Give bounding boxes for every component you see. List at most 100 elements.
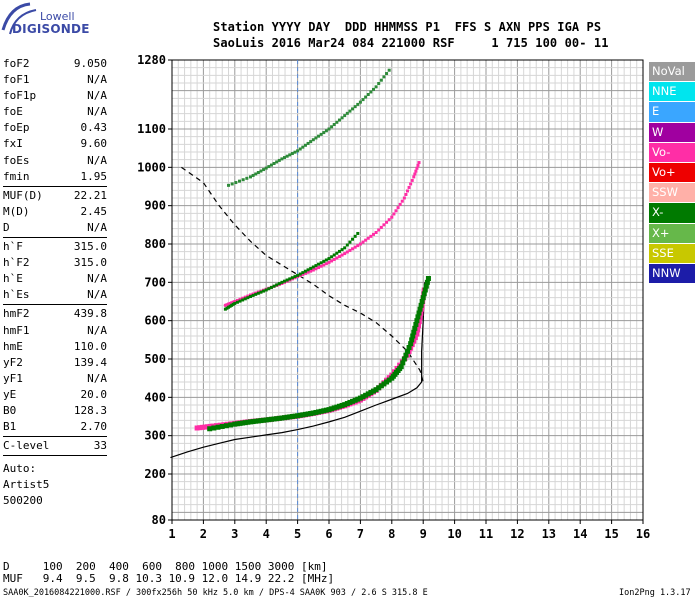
trace-point [358,100,362,104]
trace-point [410,178,414,182]
y-tick-label: 600 [144,314,166,328]
plot-frame [171,59,644,521]
trace-point [422,287,428,293]
trace-point [314,264,318,268]
trace-point [412,335,418,341]
trace-point [288,277,292,281]
trace-point [337,249,341,253]
trace-point [309,269,313,273]
parameter-row: foEp 0.43 [3,120,107,136]
parameter-name: MUF(D) [3,188,43,202]
trace-point [414,169,418,173]
trace-point [251,293,255,297]
trace-point [379,225,383,229]
trace-point [373,387,379,393]
trace-point [392,212,396,216]
trace-point [303,271,307,275]
parameter-row: h`F 315.0 [3,239,107,255]
trace-point [269,163,273,167]
y-tick-label: 1280 [137,53,166,67]
legend-item-x-: X- [649,203,695,224]
trace-point [256,171,260,175]
trace-point [364,95,368,99]
trace-point [412,175,416,179]
trace-point [306,270,310,274]
trace-point [280,280,284,284]
trace-point [238,299,242,303]
trace-point [228,304,232,308]
x-tick-label: 3 [231,527,238,541]
trace-point [234,421,240,427]
logo-line-1: Lowell [40,10,75,23]
parameter-value: 439.8 [73,307,107,321]
trace-point [345,250,349,254]
trace-point [424,279,430,285]
trace-point [318,408,324,414]
trace-point [285,154,289,158]
parameter-value: 128.3 [73,403,107,417]
trace-point [308,410,314,416]
parameter-value: N/A [87,323,107,337]
trace-point [416,163,420,167]
parameter-value: N/A [87,105,107,119]
y-tick-label: 200 [144,467,166,481]
trace-point [415,323,421,329]
trace-point [311,138,315,142]
trace-point [241,178,245,182]
trace-point [409,182,413,186]
trace-point [355,396,361,402]
parameter-value: N/A [87,73,107,87]
y-tick-label: 80 [152,513,166,527]
x-tick-label: 2 [200,527,207,541]
trace-point [277,282,281,286]
parameter-separator [3,304,107,306]
trace-point [233,300,237,303]
parameter-value: 20.0 [80,387,108,401]
trace-point [194,425,200,431]
parameter-row: yF2 139.4 [3,355,107,371]
trace-point [264,288,268,292]
parameter-row: h`Es N/A [3,287,107,303]
trace-point [289,414,295,419]
trace-point [343,114,347,118]
trace-point [396,206,400,210]
trace-point [271,416,277,422]
trace-point [246,296,250,300]
trace-point [279,415,285,421]
trace-point [350,398,356,404]
parameter-value: 22.21 [73,188,107,202]
x-tick-label: 16 [636,527,650,541]
trace-point [230,303,234,307]
trace-point [290,276,294,280]
trace-point [290,152,294,156]
trace-point [381,381,387,387]
trace-point [340,116,344,120]
trace-point [348,248,352,252]
trace-point [293,275,297,279]
y-tick-label: 300 [144,429,166,443]
trace-point [241,296,245,300]
trace-point [243,297,247,301]
parameter-value: 315.0 [73,240,107,254]
trace-point [353,105,357,109]
trace-point [249,295,252,299]
trace-point [401,356,407,362]
trace-point [374,231,378,234]
autoscale-text: Artist5 [3,478,50,492]
parameter-name: D [3,220,10,234]
trace-point [356,102,360,106]
trace-point [223,307,227,311]
trace-point [418,302,424,308]
parameter-name: hmE [3,339,23,353]
trace-point [376,385,382,391]
trace-point [403,352,409,358]
scaled-parameters-panel: foF2 9.050 foF1 N/A foF1p N/A foE N/A foEp 0.43 fx… [3,56,107,509]
trace-point [415,327,421,333]
legend-item-vo-: Vo+ [649,162,695,184]
trace-point [306,268,310,272]
trace-point [261,417,267,423]
trace-point [262,289,266,293]
parameter-value: N/A [87,288,107,302]
electron-density-profile [170,282,426,459]
parameter-name: yF2 [3,355,23,369]
